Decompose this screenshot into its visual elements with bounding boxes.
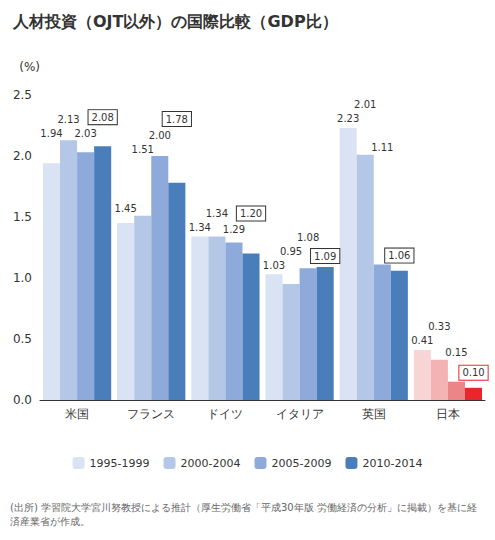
svg-text:1.78: 1.78	[166, 114, 188, 125]
svg-text:英国: 英国	[362, 407, 386, 421]
svg-text:0.10: 0.10	[462, 367, 484, 378]
svg-text:2010-2014: 2010-2014	[362, 457, 422, 470]
svg-text:人材投資（OJT以外）の国際比較（GDP比）: 人材投資（OJT以外）の国際比較（GDP比）	[12, 12, 338, 31]
svg-text:1.03: 1.03	[263, 260, 285, 271]
svg-text:イタリア: イタリア	[276, 407, 324, 421]
svg-text:日本: 日本	[436, 407, 460, 421]
svg-text:0.15: 0.15	[445, 347, 467, 358]
svg-text:フランス: フランス	[127, 407, 175, 421]
svg-text:米国: 米国	[65, 407, 89, 421]
svg-text:0.5: 0.5	[13, 332, 32, 346]
svg-text:0.33: 0.33	[428, 321, 450, 332]
svg-text:1.20: 1.20	[240, 208, 262, 219]
svg-text:2.00: 2.00	[149, 130, 171, 141]
svg-text:済産業省が作成。: 済産業省が作成。	[10, 516, 90, 527]
svg-text:1.0: 1.0	[13, 271, 32, 285]
svg-text:1.06: 1.06	[388, 250, 410, 261]
svg-text:2.13: 2.13	[57, 114, 79, 125]
svg-text:1.45: 1.45	[115, 203, 137, 214]
svg-text:1.5: 1.5	[13, 210, 32, 224]
svg-text:1.34: 1.34	[206, 208, 228, 219]
svg-text:2000-2004: 2000-2004	[181, 457, 241, 470]
svg-text:1.11: 1.11	[371, 142, 393, 153]
svg-text:2.03: 2.03	[74, 128, 96, 139]
svg-text:1.08: 1.08	[297, 232, 319, 243]
svg-text:1.94: 1.94	[40, 128, 62, 139]
svg-text:(%): (%)	[19, 60, 40, 74]
svg-text:ドイツ: ドイツ	[207, 407, 243, 421]
svg-text:2.5: 2.5	[13, 88, 32, 102]
svg-text:0.95: 0.95	[280, 246, 302, 257]
svg-text:0.0: 0.0	[13, 393, 32, 407]
svg-text:1.34: 1.34	[189, 222, 211, 233]
svg-text:1995-1999: 1995-1999	[90, 457, 150, 470]
svg-text:2005-2009: 2005-2009	[272, 457, 332, 470]
svg-text:1.51: 1.51	[132, 144, 154, 155]
svg-text:2.0: 2.0	[13, 149, 32, 163]
svg-text:2.23: 2.23	[337, 113, 359, 124]
svg-text:2.08: 2.08	[92, 112, 114, 123]
svg-text:2.01: 2.01	[354, 99, 376, 110]
svg-text:(出所) 学習院大学宮川努教授による推計（厚生労働省「平成3: (出所) 学習院大学宮川努教授による推計（厚生労働省「平成30年版 労働経済の分…	[10, 502, 477, 513]
svg-text:0.41: 0.41	[411, 335, 433, 346]
svg-text:1.29: 1.29	[223, 224, 245, 235]
svg-text:1.09: 1.09	[314, 251, 336, 262]
